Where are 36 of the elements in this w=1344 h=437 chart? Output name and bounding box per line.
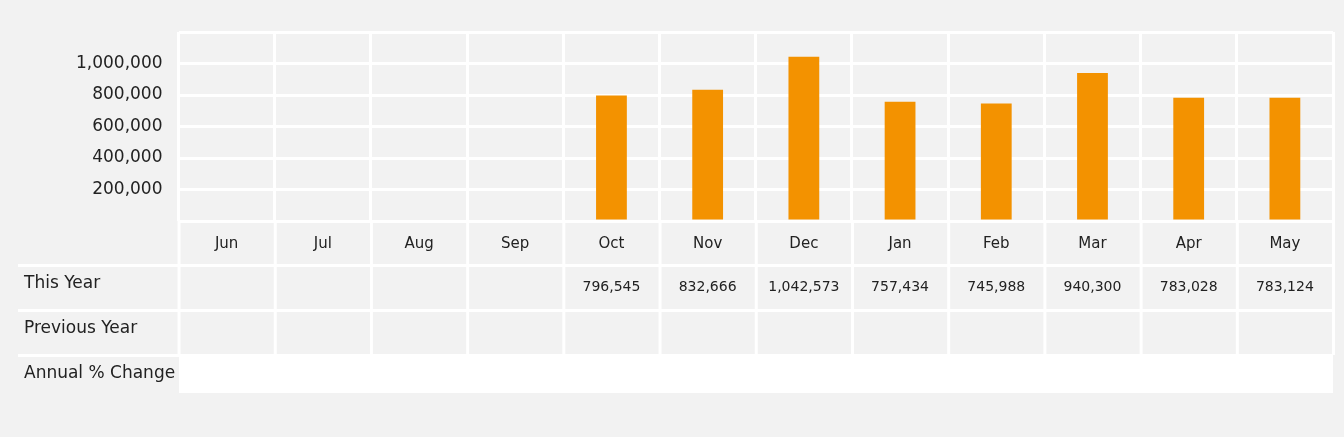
x-tick-label: Apr: [1175, 233, 1203, 252]
x-tick-label: Mar: [1078, 233, 1108, 252]
bar: [1173, 97, 1205, 220]
data-label: 832,666: [678, 278, 737, 295]
y-tick-label: 400,000: [92, 146, 163, 167]
bar: [1269, 97, 1301, 220]
bar: [692, 89, 724, 220]
x-tick-label: Sep: [501, 233, 530, 252]
x-tick-label: Aug: [404, 233, 434, 252]
text: Previous Year: [24, 316, 138, 337]
x-tick-label: Feb: [983, 233, 1010, 252]
y-tick-label: 200,000: [92, 177, 163, 198]
data-label: 745,988: [967, 278, 1026, 295]
bar: [884, 101, 916, 220]
bar: [980, 103, 1012, 220]
bar: [1077, 72, 1108, 220]
bar: [596, 95, 627, 220]
y-tick-label: 800,000: [92, 83, 163, 104]
data-label: 757,434: [871, 278, 930, 295]
data-label: 940,300: [1063, 278, 1122, 295]
y-tick-label: 600,000: [92, 114, 163, 135]
x-tick-label: May: [1269, 233, 1301, 252]
x-tick-label: Jan: [887, 233, 912, 252]
data-label: 783,124: [1255, 278, 1314, 295]
x-tick-label: Oct: [598, 233, 625, 252]
x-tick-label: Dec: [789, 233, 819, 252]
data-label: 783,028: [1159, 278, 1218, 295]
x-tick-label: Nov: [693, 233, 723, 252]
y-tick-label: 1,000,000: [75, 51, 163, 72]
text: Annual % Change: [24, 361, 176, 382]
x-tick-label: Jul: [312, 233, 332, 252]
text: This Year: [23, 271, 101, 292]
data-label: 1,042,573: [768, 278, 840, 295]
x-tick-label: Jun: [213, 233, 239, 252]
bar: [788, 56, 820, 220]
data-label: 796,545: [582, 278, 641, 295]
